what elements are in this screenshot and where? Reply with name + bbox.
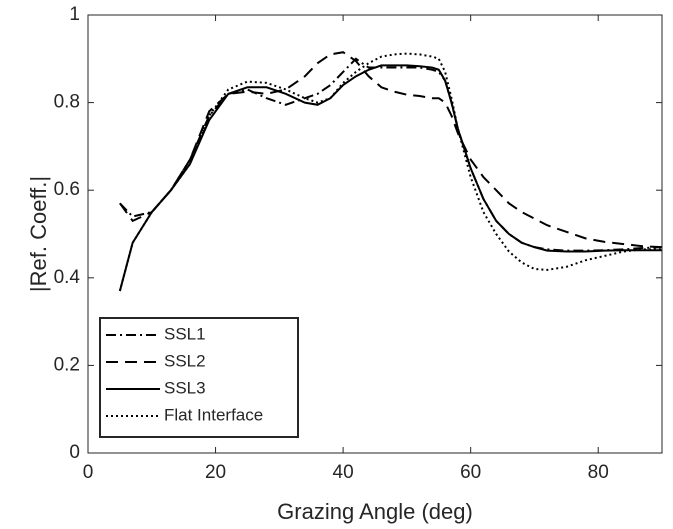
y-tick-label: 0.8 (54, 92, 80, 113)
y-axis-label: |Ref. Coeff.| (26, 176, 51, 292)
legend-label: SSL3 (164, 378, 206, 397)
x-tick-label: 60 (460, 462, 481, 483)
x-tick-label: 80 (588, 462, 609, 483)
plot-frame (87, 14, 663, 454)
y-tick-label: 0.4 (54, 267, 81, 288)
data-line (118, 64, 662, 292)
y-tick-label: 0.6 (54, 179, 80, 200)
data-line (118, 52, 662, 292)
legend-box (99, 317, 299, 438)
data-line (119, 57, 663, 252)
legend-label: SSL2 (164, 351, 206, 370)
x-tick-label: 20 (205, 462, 226, 483)
data-line (119, 51, 663, 249)
x-axis-label: Grazing Angle (deg) (277, 499, 473, 524)
legend-label: Flat Interface (164, 405, 263, 424)
y-tick-label: 1 (69, 4, 80, 25)
x-tick-label: 0 (83, 462, 94, 483)
y-tick-label: 0 (69, 442, 80, 463)
legend-label: SSL1 (164, 324, 206, 343)
x-tick-label: 40 (333, 462, 354, 483)
y-tick-label: 0.2 (54, 354, 80, 375)
